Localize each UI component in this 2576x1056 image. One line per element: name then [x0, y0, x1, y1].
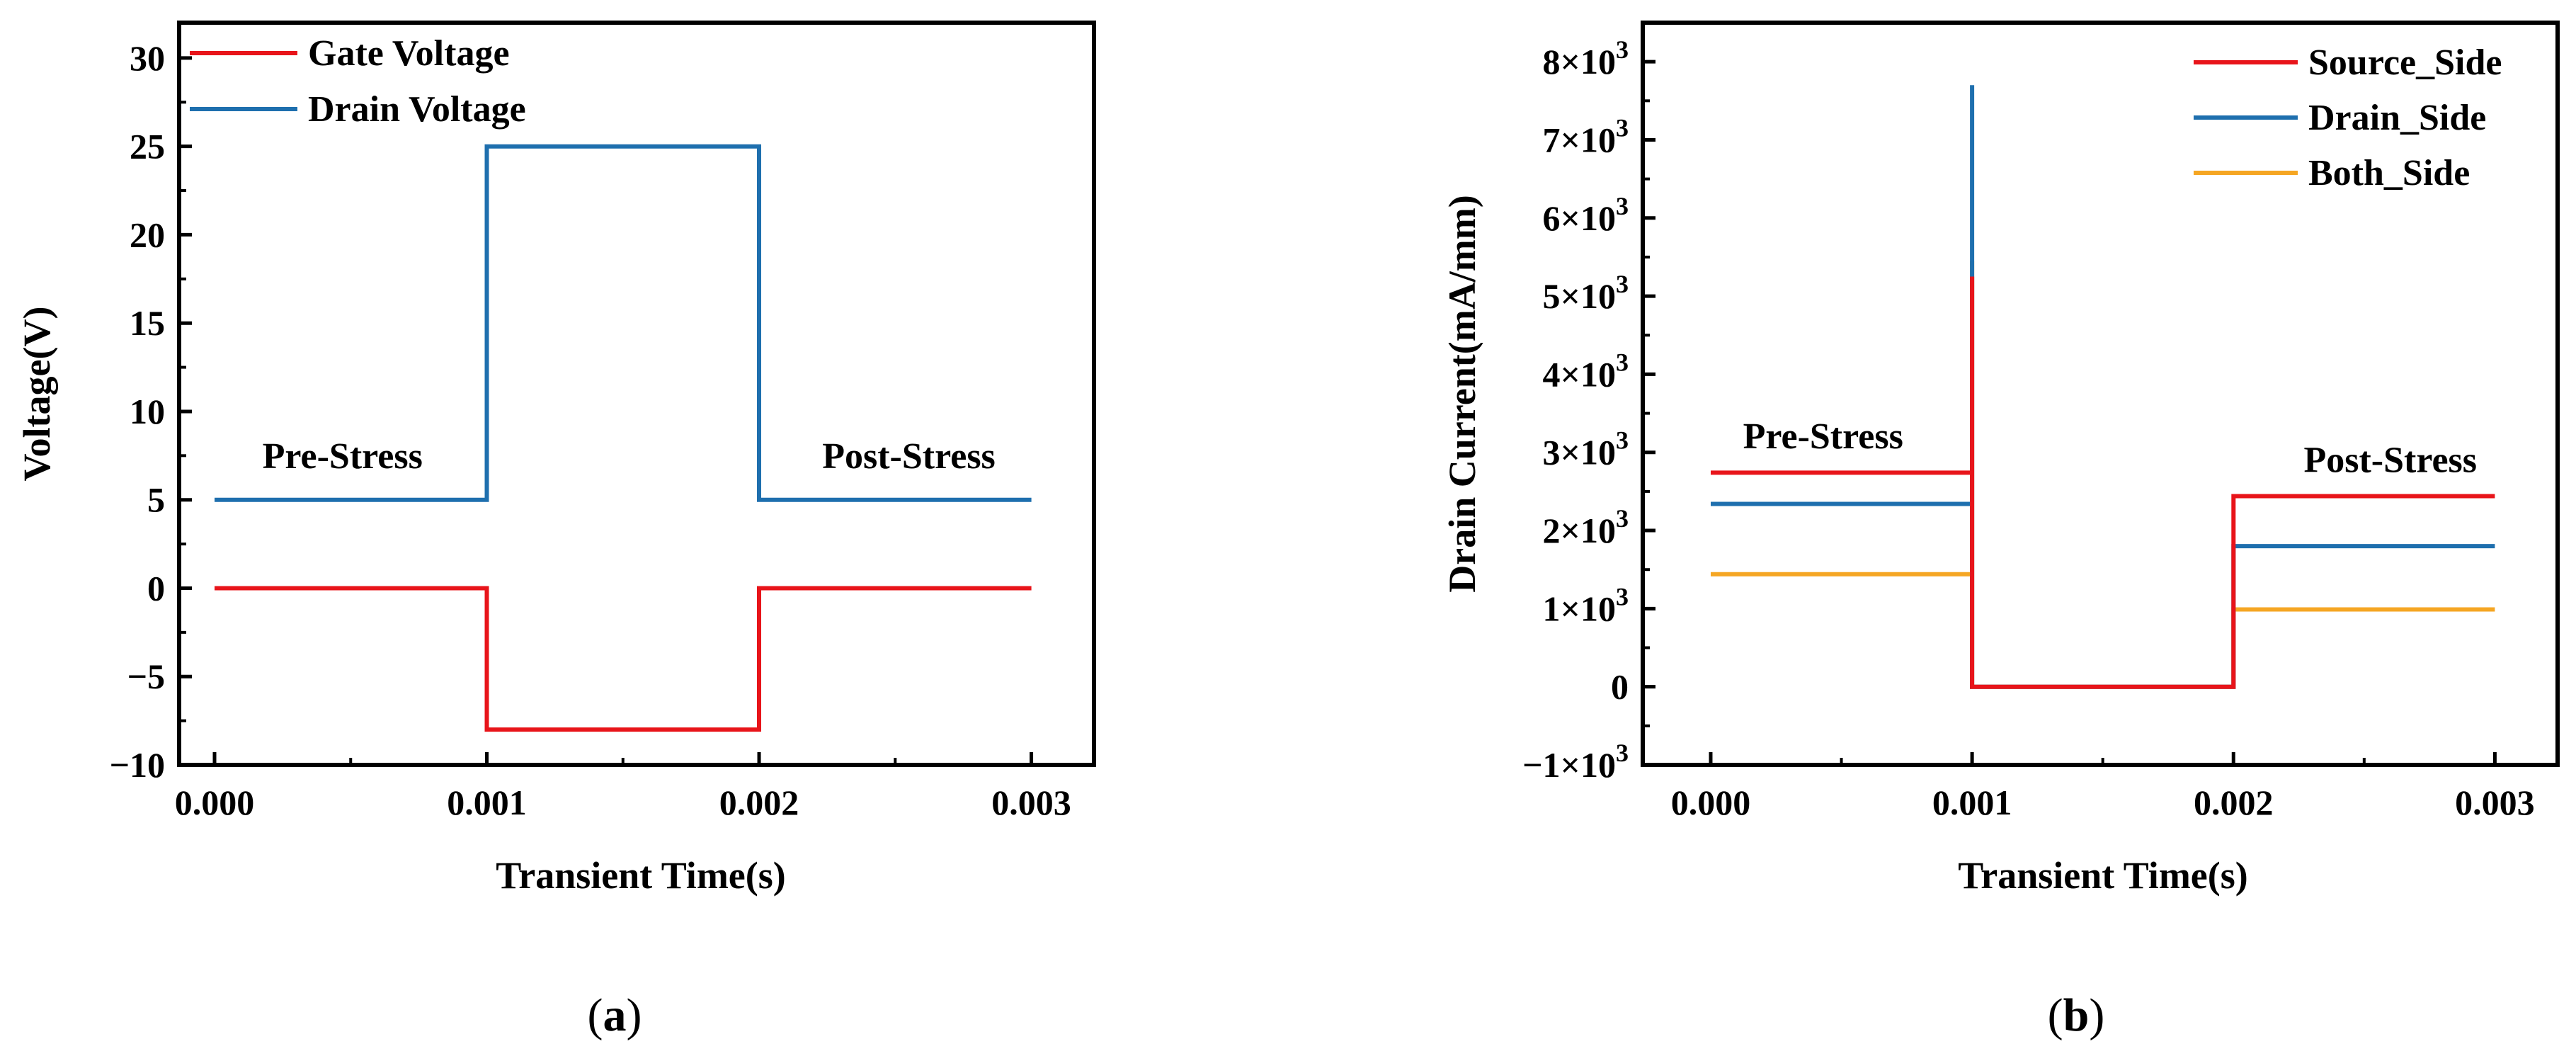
- x-tick-label: 0.002: [2194, 783, 2274, 822]
- panel-a-chart: 0.000 0.001 0.002 0.003 −10 −5 0 5 10 15 20 25 30 P…: [16, 21, 1096, 1041]
- series-line-drain-voltage: [215, 144, 1032, 502]
- x-tick-label: 0.000: [175, 783, 255, 822]
- panel-a-caption: (a): [588, 989, 642, 1041]
- y-tick-label: 2×103: [1543, 504, 1629, 550]
- series-line-source-side: [1711, 276, 2495, 689]
- y-tick-label: 30: [130, 38, 165, 78]
- panel-a-series-group: [215, 144, 1032, 732]
- y-tick-label: 10: [130, 392, 165, 431]
- series-line-gate-voltage: [215, 586, 1032, 732]
- panel-a-y-axis-label: Voltage(V): [16, 307, 58, 482]
- panel-b-x-axis-label: Transient Time(s): [1958, 854, 2248, 897]
- panel-b-x-ticks: 0.000 0.001 0.002 0.003: [1671, 752, 2535, 822]
- y-tick-label: 0: [147, 568, 165, 608]
- annotation-pre-stress: Pre-Stress: [1743, 416, 1903, 457]
- panel-a-annotations: Pre-Stress Post-Stress: [263, 436, 996, 477]
- y-tick-label: 7×103: [1543, 113, 1629, 159]
- panel-b-caption: (b): [2048, 989, 2105, 1041]
- x-tick-label: 0.000: [1671, 783, 1751, 822]
- panel-b-y-axis-label: Drain Current(mA/mm): [1441, 195, 1483, 592]
- x-tick-label: 0.001: [447, 783, 527, 822]
- y-tick-label: 8×103: [1543, 35, 1629, 81]
- panel-a-y-ticks: −10 −5 0 5 10 15 20 25 30: [110, 38, 192, 785]
- y-tick-label: 1×103: [1543, 582, 1629, 628]
- panel-a-x-axis-label: Transient Time(s): [496, 854, 786, 897]
- panel-a-legend: Gate Voltage Drain Voltage: [190, 33, 526, 130]
- panel-a-legend-label-gate: Gate Voltage: [308, 33, 510, 74]
- panel-b-plot-frame: [1641, 21, 2560, 767]
- y-tick-label: 0: [1611, 667, 1629, 707]
- panel-a-plot-frame: [177, 21, 1096, 767]
- x-tick-label: 0.001: [1932, 783, 2012, 822]
- y-tick-label: 25: [130, 127, 165, 166]
- panel-b-annotations: Pre-Stress Post-Stress: [1743, 416, 2477, 480]
- y-tick-label: 20: [130, 215, 165, 254]
- y-tick-label: 5×103: [1543, 270, 1629, 316]
- y-tick-label: 5: [147, 480, 165, 520]
- y-tick-label: 15: [130, 303, 165, 343]
- annotation-post-stress: Post-Stress: [822, 436, 996, 477]
- y-tick-label: −10: [110, 745, 166, 785]
- panel-b-legend-label-source: Source_Side: [2308, 42, 2502, 83]
- panel-b-series-group: [1711, 85, 2495, 689]
- y-tick-label: −1×103: [1522, 739, 1629, 785]
- x-tick-label: 0.002: [719, 783, 799, 822]
- panel-a-legend-label-drain: Drain Voltage: [308, 89, 526, 130]
- panel-b-legend: Source_Side Drain_Side Both_Side: [2194, 42, 2502, 193]
- y-tick-label: 4×103: [1543, 348, 1629, 394]
- annotation-pre-stress: Pre-Stress: [263, 436, 423, 477]
- panel-b-chart: 0.000 0.001 0.002 0.003 −1×103 0 1×103 2×103 3×…: [1441, 21, 2560, 1041]
- x-tick-label: 0.003: [2455, 783, 2535, 822]
- panel-a-x-ticks: 0.000 0.001 0.002 0.003: [175, 752, 1071, 822]
- x-tick-label: 0.003: [991, 783, 1071, 822]
- y-tick-label: −5: [127, 657, 166, 696]
- panel-b-legend-label-drain: Drain_Side: [2308, 98, 2486, 138]
- panel-b-y-ticks: −1×103 0 1×103 2×103 3×103 4×103 5×103 6×103 7×1…: [1522, 21, 1655, 785]
- panel-b-legend-label-both: Both_Side: [2308, 153, 2470, 193]
- annotation-post-stress: Post-Stress: [2303, 440, 2477, 480]
- y-tick-label: 3×103: [1543, 426, 1629, 472]
- y-tick-label: 6×103: [1543, 192, 1629, 238]
